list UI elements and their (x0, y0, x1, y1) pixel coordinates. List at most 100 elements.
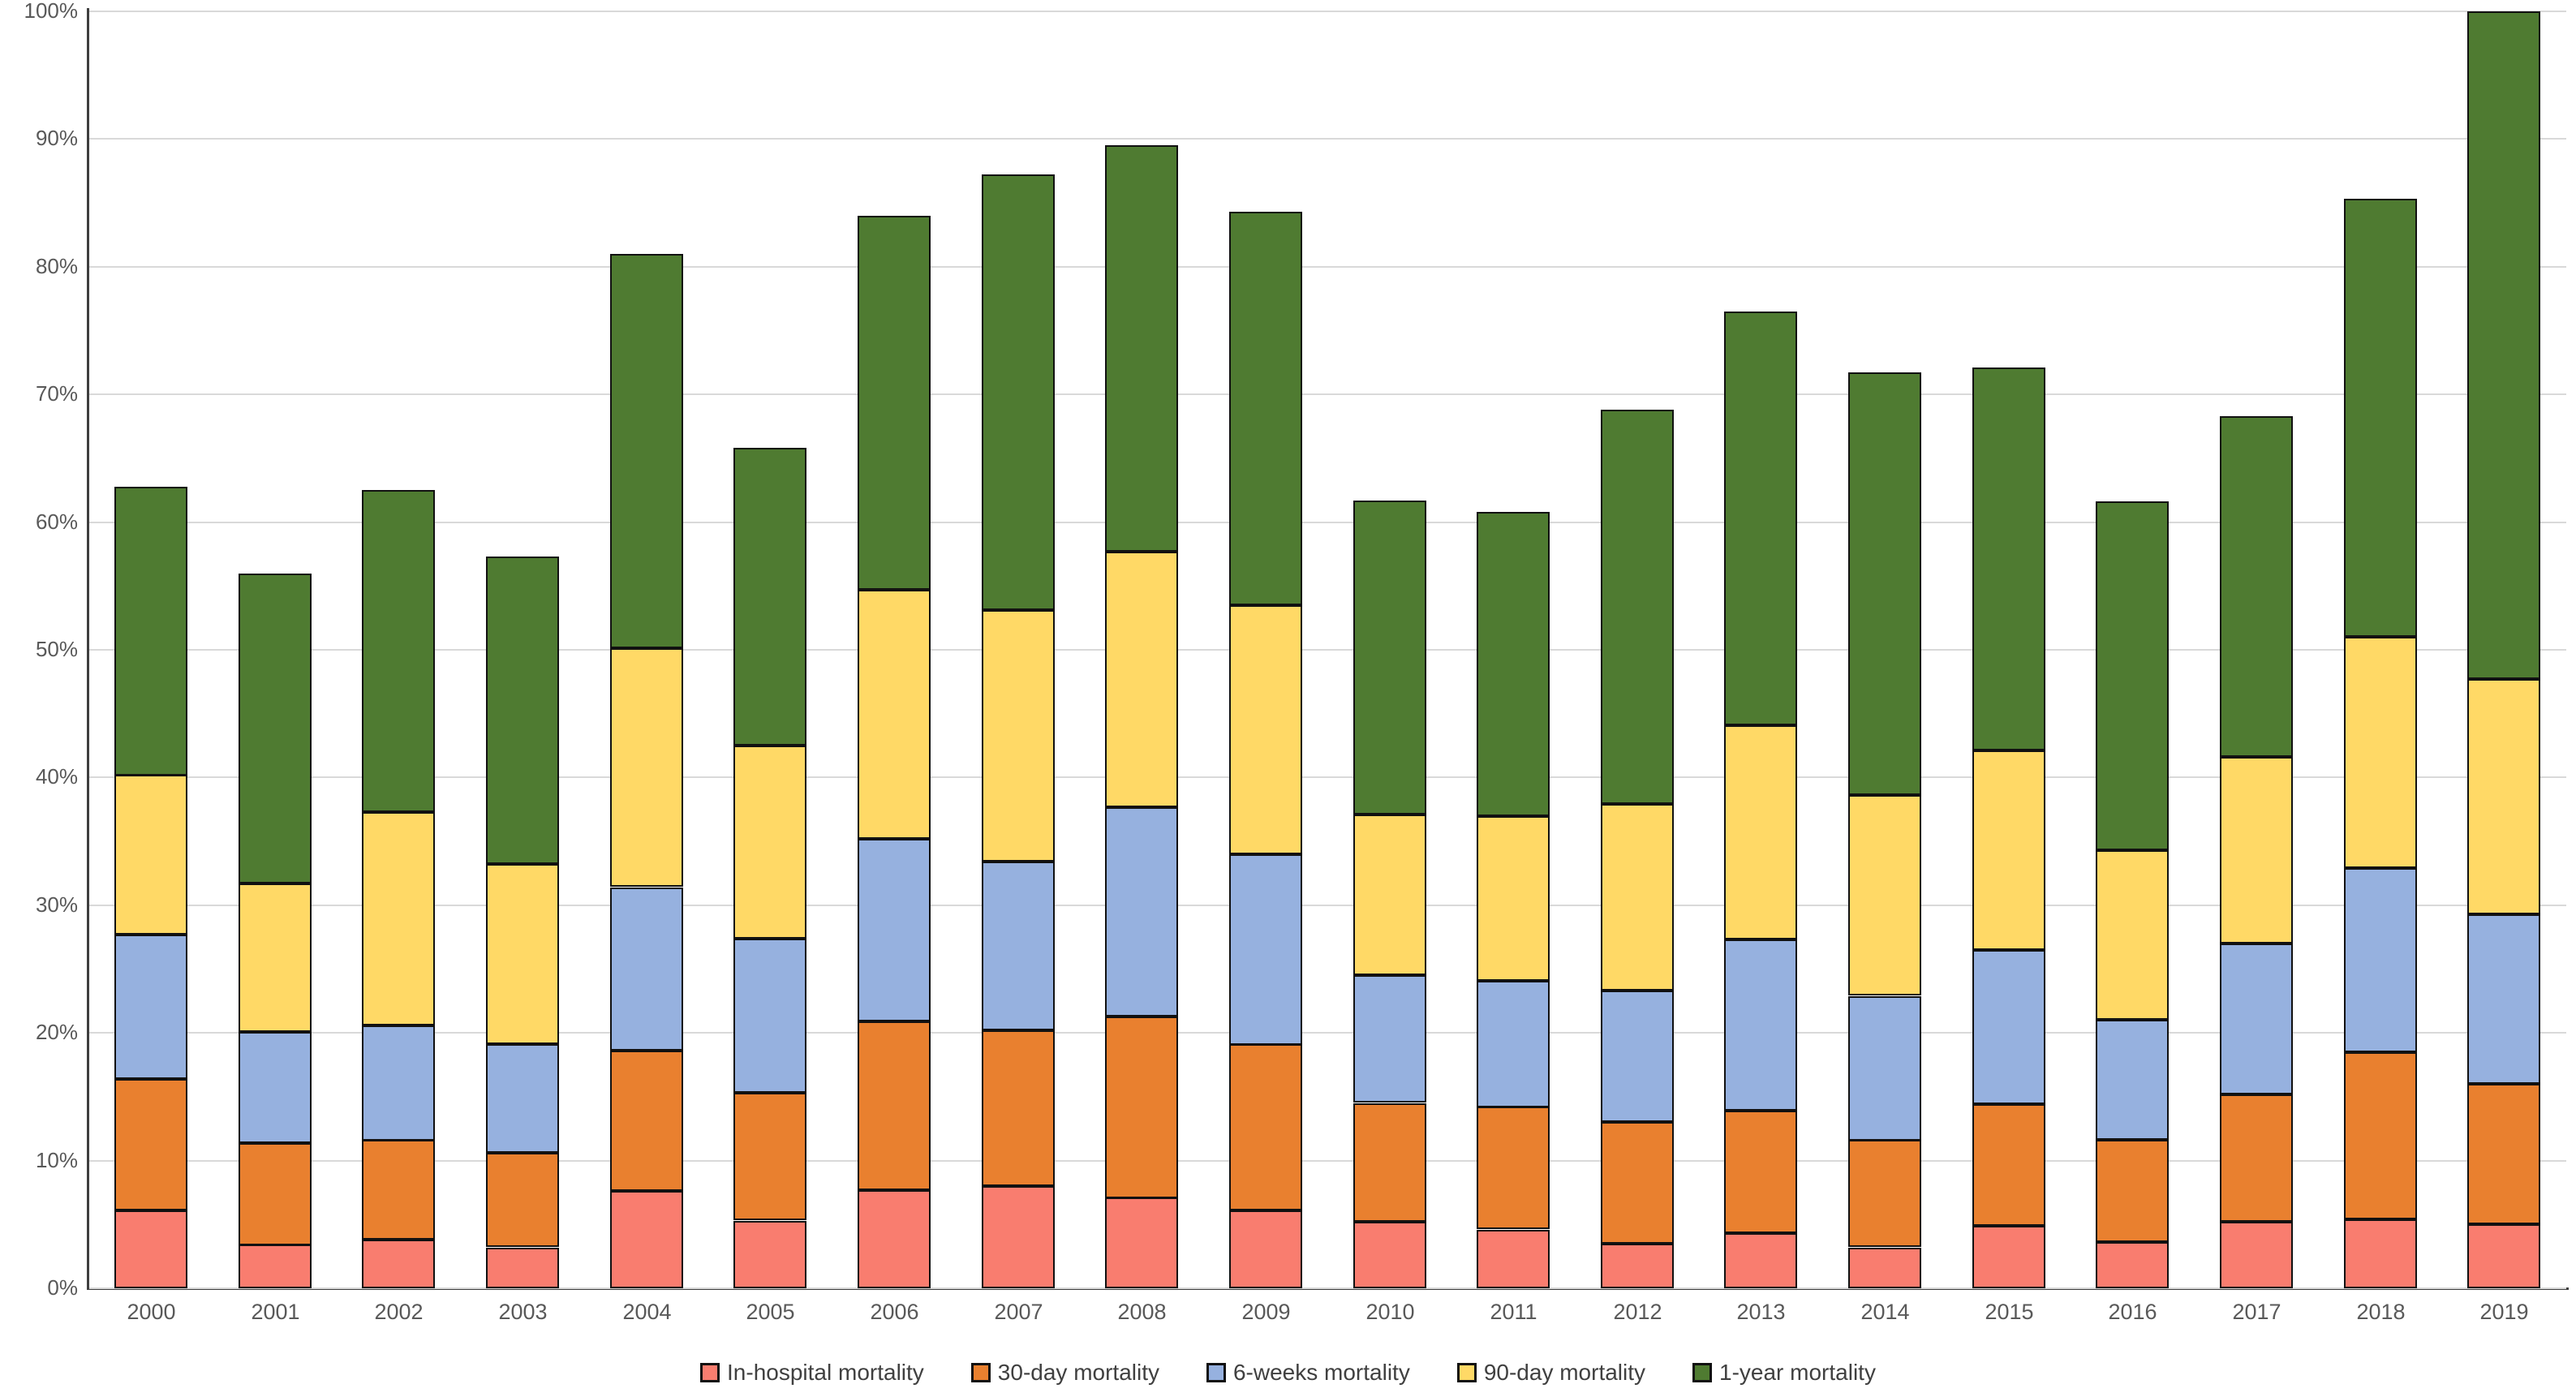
bar-2019 (2442, 11, 2566, 1288)
bar-2002 (337, 11, 461, 1288)
segment-2013-in-hospital-mortality (1724, 1233, 1797, 1288)
gridline-20 (89, 1032, 2566, 1034)
y-tick-label-50pct: 50% (35, 637, 78, 661)
segment-2006-in-hospital-mortality (858, 1190, 931, 1288)
segment-2019-in-hospital-mortality (2467, 1224, 2540, 1288)
bar-2013 (1699, 11, 1823, 1288)
segment-2015-30-day-mortality (1972, 1104, 2045, 1226)
legend-label: 30-day mortality (997, 1360, 1159, 1385)
segment-2013-6-weeks-mortality (1724, 939, 1797, 1111)
x-tick-label-2008: 2008 (1117, 1300, 1167, 1324)
segment-2011-90-day-mortality (1477, 816, 1550, 981)
segment-2011-in-hospital-mortality (1477, 1230, 1550, 1288)
segment-2012-30-day-mortality (1601, 1122, 1674, 1244)
segment-2019-1-year-mortality (2467, 11, 2540, 679)
segment-2001-30-day-mortality (239, 1143, 312, 1245)
segment-2014-1-year-mortality (1848, 372, 1921, 795)
y-tick-label-100pct: 100% (24, 0, 79, 23)
bar-2016 (2071, 11, 2195, 1288)
y-tick-label-60pct: 60% (35, 509, 78, 534)
segment-2016-6-weeks-mortality (2096, 1020, 2169, 1140)
segment-2002-90-day-mortality (362, 812, 435, 1025)
legend-swatch-icon (1456, 1363, 1477, 1382)
x-tick-label-2015: 2015 (1985, 1300, 2034, 1324)
gridline-50 (89, 649, 2566, 651)
segment-2002-1-year-mortality (362, 490, 435, 812)
segment-2015-90-day-mortality (1972, 750, 2045, 950)
segment-2018-in-hospital-mortality (2344, 1219, 2417, 1288)
segment-2006-90-day-mortality (858, 590, 931, 839)
segment-2009-1-year-mortality (1229, 212, 1302, 605)
segment-2006-1-year-mortality (858, 216, 931, 590)
segment-2006-6-weeks-mortality (858, 839, 931, 1021)
bar-2014 (1823, 11, 1947, 1288)
segment-2004-30-day-mortality (610, 1051, 683, 1191)
segment-2011-6-weeks-mortality (1477, 981, 1550, 1107)
legend-label: In-hospital mortality (727, 1360, 924, 1385)
gridline-80 (89, 265, 2566, 268)
gridline-60 (89, 521, 2566, 523)
segment-2003-in-hospital-mortality (486, 1248, 559, 1288)
x-tick-label-2019: 2019 (2479, 1300, 2529, 1324)
x-tick-label-2005: 2005 (746, 1300, 795, 1324)
x-tick-label-2003: 2003 (498, 1300, 548, 1324)
legend-label: 1-year mortality (1719, 1360, 1876, 1385)
legend-item-1-year-mortality: 1-year mortality (1692, 1360, 1876, 1386)
segment-2011-1-year-mortality (1477, 512, 1550, 816)
segment-2007-1-year-mortality (982, 174, 1055, 610)
segment-2018-90-day-mortality (2344, 637, 2417, 868)
segment-2002-30-day-mortality (362, 1140, 435, 1240)
y-tick-label-20pct: 20% (35, 1020, 78, 1045)
segment-2012-in-hospital-mortality (1601, 1244, 1674, 1288)
segment-2010-1-year-mortality (1353, 501, 1426, 815)
segment-2008-6-weeks-mortality (1105, 807, 1178, 1017)
segment-2017-1-year-mortality (2220, 416, 2293, 757)
y-tick-label-90pct: 90% (35, 126, 78, 151)
segment-2001-6-weeks-mortality (239, 1032, 312, 1143)
segment-2012-1-year-mortality (1601, 410, 1674, 804)
legend-swatch-icon (1206, 1363, 1226, 1382)
x-tick-label-2007: 2007 (994, 1300, 1043, 1324)
bar-2018 (2319, 11, 2443, 1288)
segment-2019-30-day-mortality (2467, 1084, 2540, 1224)
segment-2007-6-weeks-mortality (982, 862, 1055, 1030)
x-tick-label-2012: 2012 (1613, 1300, 1662, 1324)
x-tick-label-2011: 2011 (1490, 1300, 1537, 1324)
segment-2006-30-day-mortality (858, 1021, 931, 1190)
segment-2000-90-day-mortality (114, 775, 187, 935)
segment-2007-90-day-mortality (982, 610, 1055, 862)
x-tick-label-2006: 2006 (870, 1300, 919, 1324)
segment-2014-6-weeks-mortality (1848, 996, 1921, 1141)
segment-2019-90-day-mortality (2467, 679, 2540, 914)
segment-2004-90-day-mortality (610, 648, 683, 887)
x-tick-label-2016: 2016 (2108, 1300, 2157, 1324)
segment-2013-1-year-mortality (1724, 312, 1797, 725)
segment-2007-in-hospital-mortality (982, 1186, 1055, 1288)
segment-2016-30-day-mortality (2096, 1140, 2169, 1242)
bar-2000 (89, 11, 213, 1288)
legend: In-hospital mortality 30-day mortality 6-w… (0, 1360, 2576, 1386)
segment-2014-90-day-mortality (1848, 795, 1921, 995)
legend-item-in-hospital-mortality: In-hospital mortality (700, 1360, 924, 1386)
x-tick-label-2013: 2013 (1736, 1300, 1786, 1324)
x-tick-label-2009: 2009 (1241, 1300, 1291, 1324)
segment-2003-30-day-mortality (486, 1153, 559, 1247)
legend-swatch-icon (970, 1363, 991, 1382)
bar-2007 (957, 11, 1081, 1288)
segment-2014-30-day-mortality (1848, 1140, 1921, 1247)
x-tick-label-2010: 2010 (1365, 1300, 1415, 1324)
segment-2002-6-weeks-mortality (362, 1025, 435, 1141)
segment-2000-1-year-mortality (114, 487, 187, 776)
segment-2000-in-hospital-mortality (114, 1210, 187, 1288)
bar-2011 (1451, 11, 1576, 1288)
segment-2015-6-weeks-mortality (1972, 950, 2045, 1104)
segment-2010-30-day-mortality (1353, 1103, 1426, 1222)
bar-2006 (832, 11, 957, 1288)
segment-2008-90-day-mortality (1105, 552, 1178, 807)
segment-2012-90-day-mortality (1601, 804, 1674, 991)
segment-2003-1-year-mortality (486, 557, 559, 864)
legend-label: 90-day mortality (1483, 1360, 1646, 1385)
segment-2008-1-year-mortality (1105, 145, 1178, 552)
segment-2009-90-day-mortality (1229, 605, 1302, 854)
gridline-30 (89, 904, 2566, 906)
